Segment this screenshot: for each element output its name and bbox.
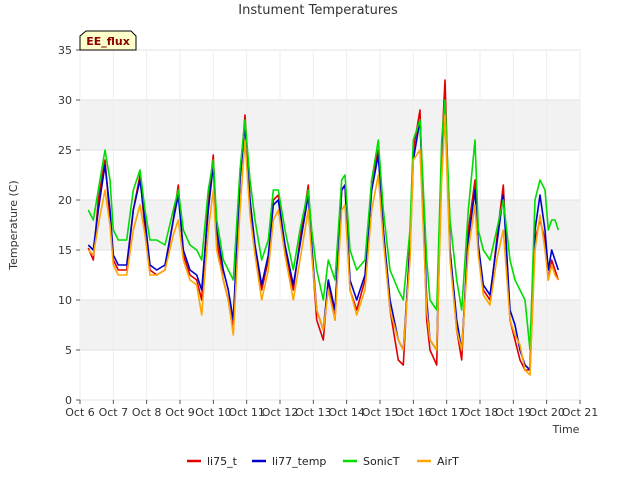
x-tick-label: Oct 10 — [195, 406, 232, 419]
y-tick-label: 35 — [58, 44, 72, 57]
y-tick: 25 — [58, 144, 80, 157]
x-tick-label: Oct 14 — [328, 406, 365, 419]
legend-label: li75_t — [207, 455, 238, 468]
x-tick-label: Oct 9 — [165, 406, 195, 419]
legend-label: li77_temp — [272, 455, 326, 468]
x-tick: Oct 17 — [428, 400, 465, 419]
x-tick: Oct 13 — [295, 400, 332, 419]
x-tick: Oct 14 — [328, 400, 365, 419]
series-line-AirT — [87, 114, 559, 376]
y-tick: 0 — [65, 394, 80, 407]
plot-band — [80, 300, 580, 350]
x-tick: Oct 10 — [195, 400, 232, 419]
x-tick: Oct 20 — [528, 400, 565, 419]
x-tick: Oct 11 — [228, 400, 265, 419]
y-axis-ticks: 0 5 10 15 20 25 30 35 — [58, 44, 80, 407]
legend: li75_t li77_temp SonicT AirT — [187, 455, 459, 468]
legend-item-li75_t: li75_t — [187, 455, 238, 468]
x-axis-label: Time — [552, 423, 580, 436]
x-tick: Oct 7 — [99, 400, 129, 419]
y-tick-label: 15 — [58, 244, 72, 257]
y-tick: 10 — [58, 294, 80, 307]
y-tick: 35 — [58, 44, 80, 57]
series-line-li77_temp — [87, 104, 560, 371]
y-tick: 5 — [65, 344, 80, 357]
chart-title: Instument Temperatures — [238, 3, 398, 18]
x-tick-label: Oct 8 — [132, 406, 162, 419]
badge-label: EE_flux — [86, 35, 130, 48]
y-tick-label: 0 — [65, 394, 72, 407]
x-tick-label: Oct 7 — [99, 406, 129, 419]
y-tick-label: 5 — [65, 344, 72, 357]
x-tick: Oct 9 — [165, 400, 195, 419]
series-line-SonicT — [87, 99, 560, 351]
x-tick-label: Oct 19 — [495, 406, 532, 419]
y-tick: 15 — [58, 244, 80, 257]
x-tick: Oct 8 — [132, 400, 162, 419]
x-tick: Oct 15 — [362, 400, 399, 419]
series-layer — [87, 79, 560, 376]
x-tick: Oct 12 — [262, 400, 299, 419]
y-tick-label: 20 — [58, 194, 72, 207]
badge-shape — [79, 30, 137, 51]
badge: EE_flux — [79, 30, 137, 51]
legend-item-AirT: AirT — [417, 455, 459, 468]
x-tick-label: Oct 16 — [395, 406, 432, 419]
x-tick-label: Oct 20 — [528, 406, 565, 419]
x-tick: Oct 18 — [462, 400, 499, 419]
y-axis-label: Temperature (C) — [7, 180, 20, 270]
x-tick-label: Oct 18 — [462, 406, 499, 419]
x-tick: Oct 21 — [562, 400, 599, 419]
plot-band — [80, 100, 580, 150]
x-tick-label: Oct 15 — [362, 406, 399, 419]
legend-label: AirT — [437, 455, 459, 468]
x-tick: Oct 19 — [495, 400, 532, 419]
x-tick-label: Oct 13 — [295, 406, 332, 419]
legend-item-SonicT: SonicT — [343, 455, 400, 468]
y-tick-label: 30 — [58, 94, 72, 107]
x-tick: Oct 6 — [65, 400, 95, 419]
y-tick-label: 25 — [58, 144, 72, 157]
x-tick-label: Oct 17 — [428, 406, 465, 419]
y-tick: 20 — [58, 194, 80, 207]
x-tick-label: Oct 11 — [228, 406, 265, 419]
x-tick-label: Oct 21 — [562, 406, 599, 419]
x-tick: Oct 16 — [395, 400, 432, 419]
y-tick: 30 — [58, 94, 80, 107]
legend-item-li77_temp: li77_temp — [252, 455, 326, 468]
x-tick-label: Oct 12 — [262, 406, 299, 419]
x-tick-label: Oct 6 — [65, 406, 95, 419]
y-tick-label: 10 — [58, 294, 72, 307]
legend-label: SonicT — [363, 455, 400, 468]
